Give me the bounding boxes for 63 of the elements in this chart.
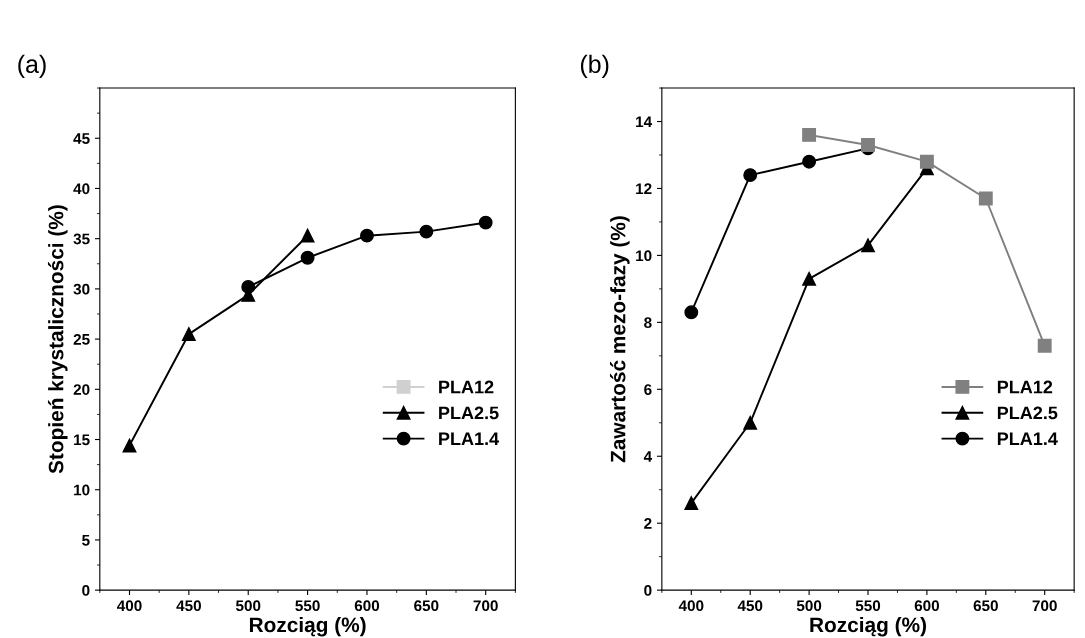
legend-label: PLA1.4 xyxy=(997,432,1058,445)
y-tick-label: 25 xyxy=(73,333,90,345)
point xyxy=(360,228,374,243)
y-tick-label: 8 xyxy=(644,317,652,329)
legend-label: PLA12 xyxy=(439,380,494,394)
y-tick-label: 6 xyxy=(644,384,652,395)
point xyxy=(684,305,699,320)
x-tick-label: 600 xyxy=(914,600,940,612)
point xyxy=(300,228,315,243)
y-tick-label: 35 xyxy=(73,233,90,245)
legend-label: PLA1.4 xyxy=(439,432,500,445)
text: (a) xyxy=(18,54,46,78)
y-tick-label: 15 xyxy=(74,434,90,446)
y-tick-label: 14 xyxy=(636,116,653,128)
y-tick-label: 10 xyxy=(636,250,652,262)
y-tick-label: 0 xyxy=(82,585,90,596)
y-tick-label: 12 xyxy=(636,183,652,194)
x-tick-label: 650 xyxy=(973,600,998,612)
point xyxy=(919,154,934,169)
point xyxy=(861,138,875,152)
x-tick-label: 400 xyxy=(678,600,704,612)
point xyxy=(743,168,758,183)
x-axis-title: Rozciąg (%) xyxy=(249,616,366,637)
x-tick-label: 700 xyxy=(1032,600,1057,612)
point xyxy=(978,191,993,206)
point xyxy=(419,224,434,239)
y-tick-label: 40 xyxy=(73,183,90,195)
x-tick-label: 550 xyxy=(295,600,320,612)
y-tick-label: 4 xyxy=(643,451,653,462)
point xyxy=(802,271,817,286)
point xyxy=(478,215,493,230)
point xyxy=(1037,338,1052,353)
point xyxy=(802,127,817,142)
y-tick-label: 5 xyxy=(82,534,90,546)
point xyxy=(181,327,196,342)
x-tick-label: 450 xyxy=(176,600,201,612)
y-axis-title: Stopień krystaliczności (%) xyxy=(47,205,68,474)
point xyxy=(802,154,817,169)
x-axis-title: Rozciąg (%) xyxy=(810,616,926,637)
legend-label: PLA12 xyxy=(997,380,1053,394)
legend-label: PLA2.5 xyxy=(997,406,1058,420)
legend-label: PLA2.5 xyxy=(439,406,499,420)
x-tick-label: 550 xyxy=(855,600,881,612)
y-tick-label: 2 xyxy=(644,518,652,529)
y-axis-title: Zawartość mezo-fazy (%) xyxy=(609,216,630,463)
text: (b) xyxy=(580,54,609,78)
x-tick-label: 500 xyxy=(796,600,822,612)
x-tick-label: 600 xyxy=(354,600,380,612)
point xyxy=(743,415,758,430)
x-tick-label: 500 xyxy=(235,600,261,612)
y-tick-label: 0 xyxy=(644,585,652,596)
x-tick-label: 400 xyxy=(116,600,142,612)
y-tick-label: 30 xyxy=(73,283,90,295)
x-tick-label: 450 xyxy=(737,600,763,612)
y-tick-label: 20 xyxy=(73,384,90,395)
point xyxy=(684,496,699,511)
y-tick-label: 10 xyxy=(74,484,90,496)
x-tick-label: 650 xyxy=(414,600,439,612)
point xyxy=(122,438,137,453)
y-tick-label: 45 xyxy=(73,133,90,144)
x-tick-label: 700 xyxy=(473,600,498,612)
point xyxy=(300,250,315,265)
point xyxy=(861,238,875,253)
